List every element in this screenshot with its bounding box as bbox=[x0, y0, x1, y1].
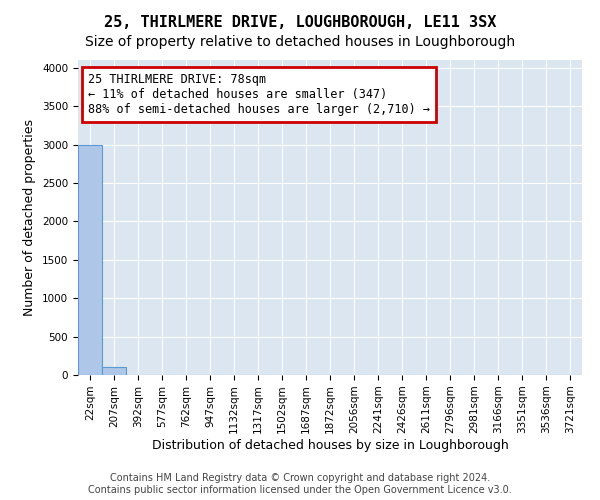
Bar bbox=[102, 368, 126, 375]
Bar bbox=[78, 144, 102, 375]
Text: 25 THIRLMERE DRIVE: 78sqm
← 11% of detached houses are smaller (347)
88% of semi: 25 THIRLMERE DRIVE: 78sqm ← 11% of detac… bbox=[88, 72, 430, 116]
Text: 25, THIRLMERE DRIVE, LOUGHBOROUGH, LE11 3SX: 25, THIRLMERE DRIVE, LOUGHBOROUGH, LE11 … bbox=[104, 15, 496, 30]
Text: Contains HM Land Registry data © Crown copyright and database right 2024.
Contai: Contains HM Land Registry data © Crown c… bbox=[88, 474, 512, 495]
X-axis label: Distribution of detached houses by size in Loughborough: Distribution of detached houses by size … bbox=[152, 439, 508, 452]
Text: Size of property relative to detached houses in Loughborough: Size of property relative to detached ho… bbox=[85, 35, 515, 49]
Y-axis label: Number of detached properties: Number of detached properties bbox=[23, 119, 37, 316]
